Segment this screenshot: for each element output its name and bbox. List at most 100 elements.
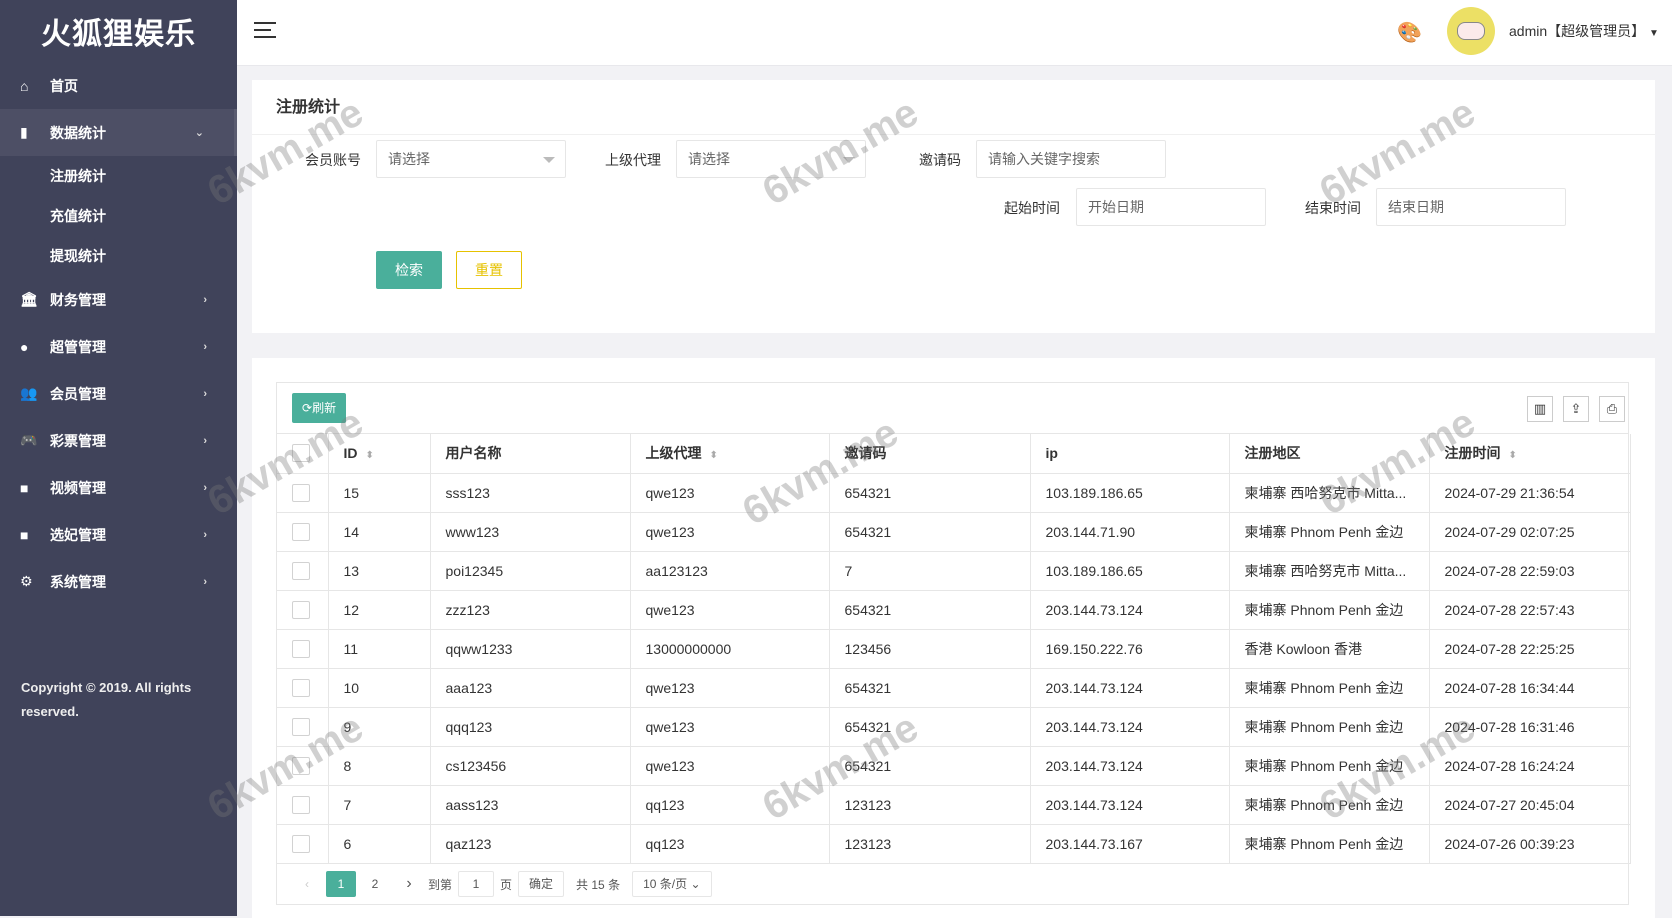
sidebar-item-2[interactable]: 🏛 财务管理 › [0,276,237,323]
row-checkbox[interactable] [292,522,310,541]
sidebar-subitem[interactable]: 充值统计 [50,208,106,224]
search-button[interactable]: 检索 [376,251,442,289]
table-cell: qwe123 [630,746,830,786]
column-header: ip [1030,434,1230,474]
sidebar-item-label: 视频管理 [50,479,106,496]
chevron-right-icon: › [203,528,207,541]
column-label: 用户名称 [445,445,502,462]
bank-icon: 🏛 [20,291,38,307]
chevron-down-icon: ⌄ [194,127,204,139]
column-header[interactable]: 上级代理 ⬍ [630,434,830,474]
palette-icon[interactable]: 🎨 [1397,22,1422,44]
table-cell: 13 [328,551,431,591]
table-cell: 203.144.71.90 [1030,512,1230,552]
sidebar-item-label: 首页 [50,77,78,94]
row-checkbox[interactable] [292,678,310,697]
page-unit: 页 [500,877,513,892]
refresh-icon: ⟳ [302,401,313,415]
column-header: 注册地区 [1229,434,1430,474]
column-header[interactable]: 注册时间 ⬍ [1429,434,1631,474]
chevron-right-icon: › [203,575,207,588]
end-label: 结束时间 [1305,200,1361,216]
page-size-select[interactable]: 10 条/页 ⌄ [632,871,712,897]
goto-page-input[interactable]: 1 [458,871,495,897]
checkbox-cell [277,473,329,513]
row-checkbox[interactable] [292,795,310,814]
table-cell: 6 [328,824,431,864]
sidebar-subitem[interactable]: 注册统计 [50,168,106,184]
export-icon[interactable]: ⇪ [1563,396,1589,422]
column-header[interactable]: ID ⬍ [328,434,431,474]
sidebar: 火狐狸娱乐 ⌂ 首页 ▮ 数据统计 ⌄ 注册统计 充值统计 提现统计 🏛 财务管理 › ● 超管管理 › 👥… [0,0,237,916]
sidebar-item-8[interactable]: ⚙ 系统管理 › [0,558,237,605]
agent-placeholder: 请选择 [688,151,730,167]
sidebar-subitem[interactable]: 提现统计 [50,248,106,264]
sidebar-item-label: 彩票管理 [50,432,106,449]
row-checkbox[interactable] [292,717,310,736]
table-row: 7 aass123 qq123 123123 203.144.73.124 柬埔寨 Phn… [277,785,1631,825]
invite-input[interactable]: 请输入关键字搜索 [976,140,1166,178]
row-checkbox[interactable] [292,639,310,658]
copyright: Copyright © 2019. All rights reserved. [21,680,192,719]
table-row: 8 cs123456 qwe123 654321 203.144.73.124 柬埔寨 P… [277,746,1631,786]
goto-confirm-button[interactable]: 确定 [518,871,565,897]
column-label: 注册时间 [1444,445,1501,462]
table-cell: 2024-07-26 00:39:23 [1429,824,1631,864]
table-cell: 203.144.73.124 [1030,590,1230,630]
sidebar-item-4[interactable]: 👥 会员管理 › [0,370,237,417]
table-cell: 7 [829,551,1031,591]
sort-icon[interactable]: ⬍ [709,450,718,462]
row-checkbox[interactable] [292,561,310,580]
row-checkbox[interactable] [292,600,310,619]
table-cell: 2024-07-28 22:25:25 [1429,629,1631,669]
table-cell: aass123 [430,785,631,825]
select-all-checkbox[interactable] [292,444,310,463]
table-cell: 203.144.73.124 [1030,707,1230,747]
sidebar-item-7[interactable]: ■ 选妃管理 › [0,511,237,558]
table-cell: 柬埔寨 Phnom Penh 金边 [1229,590,1430,630]
avatar[interactable] [1447,7,1495,55]
row-checkbox[interactable] [292,483,310,502]
checkbox-cell [277,824,329,864]
sidebar-item-6[interactable]: ■ 视频管理 › [0,464,237,511]
start-date-input[interactable]: 开始日期 [1076,188,1266,226]
checkbox-cell [277,590,329,630]
agent-select[interactable]: 请选择 [676,140,866,178]
table-toolbar: ⟳刷新 ▥ ⇪ ⎙ [277,383,1628,434]
page-title: 注册统计 [252,80,1655,135]
column-header: 邀请码 [829,434,1031,474]
columns-icon[interactable]: ▥ [1527,396,1553,422]
refresh-button[interactable]: ⟳刷新 [292,393,347,423]
user-menu[interactable]: admin【超级管理员】 ▼ [1509,21,1659,41]
table-header-row: ID ⬍ 用户名称 上级代理 ⬍ 邀请码 ip 注册地区 注册时间 ⬍ [277,434,1631,474]
row-checkbox[interactable] [292,756,310,775]
sidebar-item-0[interactable]: ⌂ 首页 [0,62,237,109]
checkbox-cell [277,551,329,591]
sidebar-item-label: 选妃管理 [50,526,106,543]
menu-toggle-icon[interactable] [254,22,276,38]
register-table: ID ⬍ 用户名称 上级代理 ⬍ 邀请码 ip 注册地区 注册时间 ⬍ 15 sss123 qwe12… [277,434,1631,864]
sort-icon[interactable]: ⬍ [1508,450,1517,462]
end-date-input[interactable]: 结束日期 [1376,188,1566,226]
table-cell: cs123456 [430,746,631,786]
table-cell: 柬埔寨 Phnom Penh 金边 [1229,512,1430,552]
print-icon[interactable]: ⎙ [1599,396,1625,422]
row-checkbox[interactable] [292,834,310,853]
next-page-icon[interactable]: › [406,875,412,892]
member-select[interactable]: 请选择 [376,140,566,178]
sidebar-item-3[interactable]: ● 超管管理 › [0,323,237,370]
sidebar-item-1[interactable]: ▮ 数据统计 ⌄ [0,109,237,156]
column-header: 用户名称 [430,434,631,474]
gamepad-icon: 🎮 [20,432,38,448]
sort-icon[interactable]: ⬍ [365,450,374,462]
table-cell: 2024-07-28 22:57:43 [1429,590,1631,630]
page-1[interactable]: 1 [326,871,356,897]
reset-button[interactable]: 重置 [456,251,522,289]
sidebar-item-5[interactable]: 🎮 彩票管理 › [0,417,237,464]
table-row: 15 sss123 qwe123 654321 103.189.186.65 柬埔寨 西哈… [277,473,1631,513]
prev-page-icon[interactable]: ‹ [305,877,309,891]
table-cell: 654321 [829,473,1031,513]
table-cell: qwe123 [630,473,830,513]
page-2[interactable]: 2 [371,877,379,891]
checkbox-cell [277,707,329,747]
